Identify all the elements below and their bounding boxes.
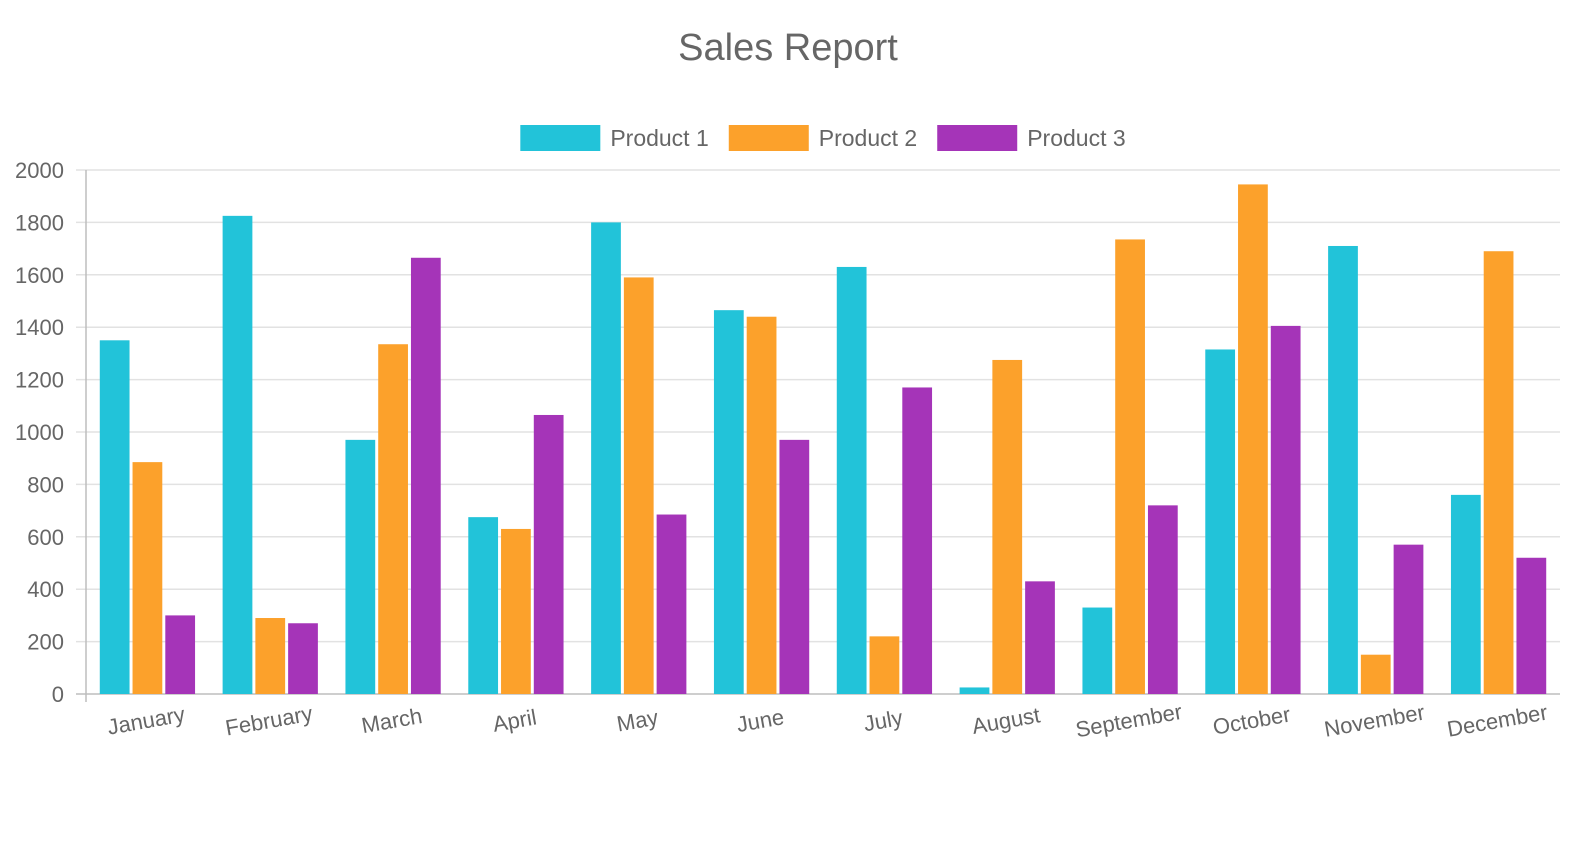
bar-product-3-october[interactable]	[1270, 325, 1301, 694]
bar-product-2-august[interactable]	[992, 359, 1023, 694]
bar-product-2-may[interactable]	[623, 277, 654, 694]
y-tick-label-200: 200	[27, 630, 64, 655]
bar-series	[99, 184, 1547, 695]
bar-product-3-april[interactable]	[533, 414, 564, 694]
bar-product-3-may[interactable]	[656, 514, 687, 694]
legend-swatch-product-3	[937, 125, 1018, 151]
bar-product-1-may[interactable]	[591, 222, 621, 694]
y-tick-label-1000: 1000	[15, 420, 64, 445]
x-tick-label-may: May	[615, 705, 660, 737]
legend-label-product-1: Product 1	[610, 125, 708, 151]
bar-product-3-january[interactable]	[165, 615, 196, 694]
bar-product-1-december[interactable]	[1450, 494, 1481, 694]
bar-product-3-march[interactable]	[410, 257, 441, 694]
bar-product-3-december[interactable]	[1516, 557, 1547, 694]
x-tick-label-march: March	[360, 703, 425, 738]
bar-product-3-august[interactable]	[1025, 581, 1055, 694]
bar-product-1-november[interactable]	[1328, 245, 1358, 695]
x-tick-label-june: June	[735, 704, 786, 737]
x-tick-label-november: November	[1322, 699, 1426, 741]
bar-product-2-july[interactable]	[869, 636, 900, 694]
y-tick-label-1200: 1200	[15, 368, 64, 393]
x-tick-label-december: December	[1445, 699, 1549, 741]
y-tick-label-1400: 1400	[15, 315, 64, 340]
bar-product-3-july[interactable]	[902, 387, 933, 694]
x-tick-label-october: October	[1211, 702, 1292, 740]
bar-product-1-january[interactable]	[99, 340, 130, 694]
bar-product-2-january[interactable]	[132, 462, 163, 694]
chart-title: Sales Report	[678, 27, 898, 69]
bar-product-2-november[interactable]	[1360, 654, 1391, 694]
x-tick-label-april: April	[491, 704, 539, 736]
y-tick-label-0: 0	[52, 682, 64, 707]
y-tick-label-400: 400	[27, 577, 64, 602]
x-tick-label-january: January	[105, 702, 186, 740]
bar-product-2-february[interactable]	[255, 618, 286, 694]
bar-product-2-december[interactable]	[1483, 251, 1514, 694]
legend-swatch-product-1	[520, 125, 601, 151]
legend-item-product-1[interactable]: Product 1	[520, 125, 709, 151]
x-tick-label-february: February	[223, 701, 314, 741]
legend-item-product-2[interactable]: Product 2	[728, 125, 917, 151]
bar-product-3-november[interactable]	[1393, 544, 1424, 694]
y-tick-label-1800: 1800	[15, 210, 64, 235]
bar-product-1-october[interactable]	[1205, 349, 1236, 694]
legend-label-product-3: Product 3	[1027, 125, 1125, 151]
bar-product-1-february[interactable]	[222, 215, 253, 694]
y-tick-label-2000: 2000	[15, 158, 64, 183]
x-tick-label-september: September	[1074, 699, 1184, 742]
bar-product-3-september[interactable]	[1147, 505, 1178, 694]
bar-product-1-march[interactable]	[345, 439, 376, 694]
bar-product-3-june[interactable]	[779, 439, 810, 694]
x-axis: January February March April May June July Augu…	[105, 699, 1549, 742]
bar-product-1-april[interactable]	[468, 517, 499, 694]
bar-product-1-september[interactable]	[1082, 607, 1113, 694]
y-tick-label-600: 600	[27, 525, 64, 550]
bar-product-1-july[interactable]	[836, 266, 867, 694]
bar-product-1-june[interactable]	[713, 310, 744, 694]
bar-product-3-february[interactable]	[288, 623, 318, 694]
bar-product-2-june[interactable]	[746, 316, 777, 694]
legend-item-product-3[interactable]: Product 3	[937, 125, 1126, 151]
legend-swatch-product-2	[728, 125, 809, 151]
bar-product-1-august[interactable]	[959, 687, 990, 694]
bar-product-2-october[interactable]	[1238, 184, 1268, 694]
bar-product-2-april[interactable]	[501, 528, 531, 694]
chart-legend: Product 1 Product 2 Product 3	[520, 125, 1126, 151]
y-tick-label-800: 800	[27, 472, 64, 497]
x-tick-label-august: August	[970, 702, 1042, 739]
bar-product-2-september[interactable]	[1115, 239, 1145, 694]
bar-product-2-march[interactable]	[378, 344, 408, 694]
y-tick-label-1600: 1600	[15, 263, 64, 288]
grid-lines	[76, 169, 1560, 643]
legend-label-product-2: Product 2	[819, 125, 917, 151]
x-tick-label-july: July	[862, 705, 905, 736]
y-axis: 0 200 400 600 800 1000 1200 1400 1600 1800 2000	[15, 158, 1560, 707]
